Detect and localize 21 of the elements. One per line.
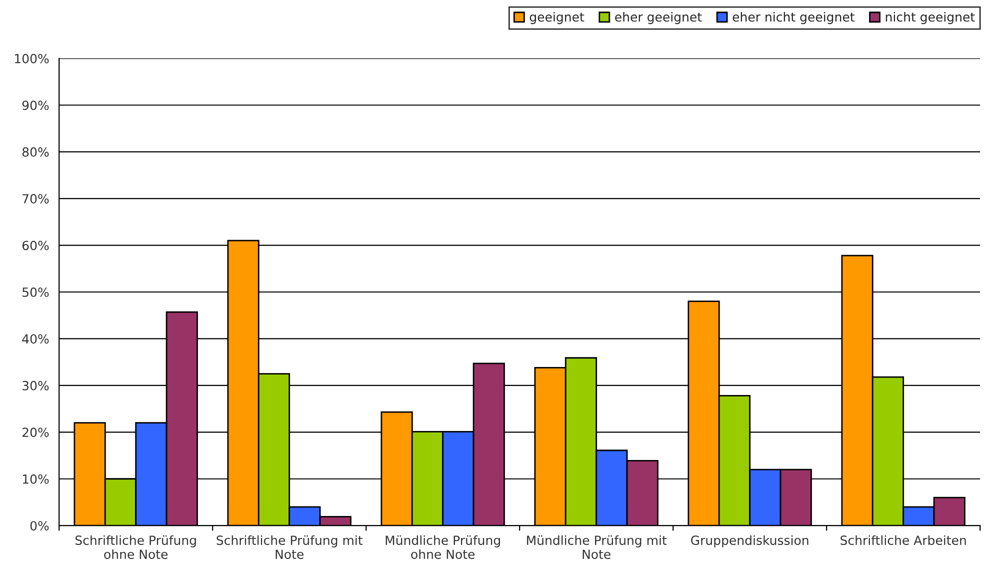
legend-label: eher geeignet — [615, 12, 702, 24]
x-tick-label: Schriftliche Prüfung mit Note — [216, 535, 363, 559]
y-tick-label: 40% — [22, 334, 49, 344]
x-tick-label: Mündliche Prüfung mit Note — [527, 535, 667, 559]
y-tick-label: 60% — [22, 240, 49, 250]
y-tick-label: 0% — [30, 521, 49, 531]
x-tick-label: Schriftliche Prüfung ohne Note — [75, 535, 196, 559]
legend-label: eher nicht geeignet — [732, 12, 854, 24]
legend-label: nicht geeignet — [886, 12, 975, 24]
y-tick-label: 20% — [22, 428, 49, 438]
x-tick-label: Schriftliche Arbeiten — [840, 535, 966, 545]
y-tick-label: 10% — [22, 474, 49, 484]
legend-label: geeignet — [530, 12, 584, 24]
x-tick-label: Gruppendiskussion — [691, 535, 808, 548]
y-tick-label: 100% — [15, 54, 49, 64]
y-tick-label: 90% — [22, 100, 49, 110]
y-tick-label: 80% — [22, 147, 49, 157]
x-tick-label: Mündliche Prüfung ohne Note — [386, 535, 500, 559]
y-tick-label: 70% — [22, 194, 49, 204]
y-tick-label: 30% — [22, 380, 49, 390]
y-tick-label: 50% — [22, 287, 49, 297]
